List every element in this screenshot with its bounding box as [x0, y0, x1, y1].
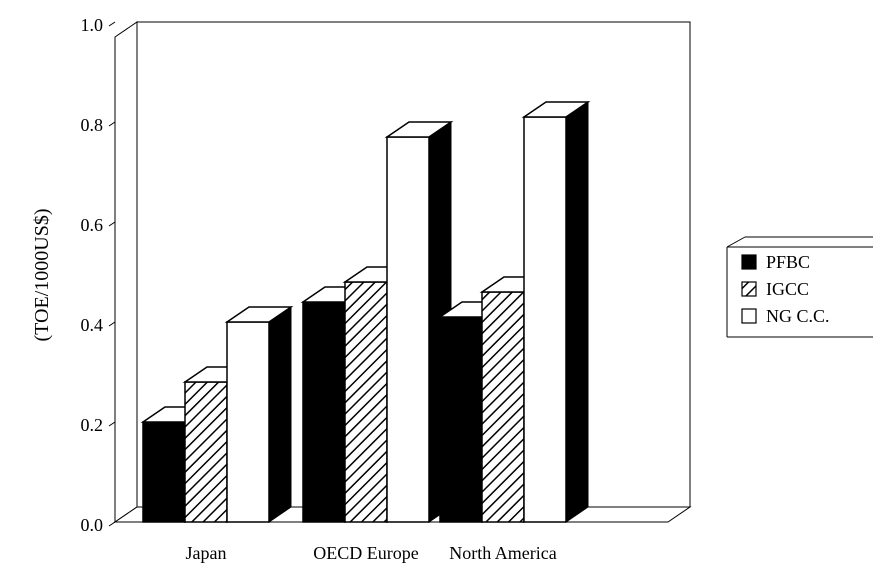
- bar-top: [521, 101, 591, 118]
- legend-edge: [726, 236, 746, 248]
- legend-label: IGCC: [766, 279, 809, 299]
- bar: [521, 101, 591, 523]
- bar-top: [384, 121, 454, 138]
- y-tick-label: 0.2: [81, 415, 104, 435]
- bar-group: [300, 121, 454, 523]
- bar-front: [523, 116, 567, 523]
- bar-side: [268, 306, 292, 523]
- legend-swatch: [741, 308, 757, 324]
- bar: [384, 121, 454, 523]
- y-tick: [108, 221, 116, 227]
- bar-front: [142, 421, 186, 523]
- y-axis: 0.0 0.2 0.4 0.6 0.8 1.0: [81, 15, 116, 535]
- y-tick-label: 0.0: [81, 515, 104, 535]
- bar-group: [140, 306, 294, 523]
- bar-front: [344, 281, 388, 523]
- bar-front: [184, 381, 228, 523]
- y-tick-label: 1.0: [81, 15, 104, 35]
- bar-front: [481, 291, 525, 523]
- y-tick-label: 0.8: [81, 115, 104, 135]
- x-axis: Japan OECD Europe North America: [186, 543, 557, 563]
- y-tick: [108, 21, 116, 27]
- legend: PFBC IGCC NG C.C.: [726, 236, 873, 338]
- bar-front: [386, 136, 430, 523]
- x-category-label: OECD Europe: [313, 543, 418, 563]
- legend-bg: [727, 237, 873, 337]
- left-wall: [114, 21, 138, 523]
- y-tick: [108, 421, 116, 427]
- legend-swatch: [741, 281, 757, 297]
- x-category-label: North America: [449, 543, 556, 563]
- bar-side: [565, 101, 589, 523]
- bar-group: [437, 101, 591, 523]
- bar-front: [302, 301, 346, 523]
- bar: [224, 306, 294, 523]
- legend-label: PFBC: [766, 252, 810, 272]
- y-tick: [108, 321, 116, 327]
- y-tick: [108, 121, 116, 127]
- bar-front: [439, 316, 483, 523]
- y-tick-label: 0.4: [81, 315, 104, 335]
- legend-label: NG C.C.: [766, 306, 830, 326]
- bar-top: [224, 306, 294, 323]
- legend-swatch: [741, 254, 757, 270]
- y-axis-title: (TOE/1000US$): [31, 209, 53, 342]
- bar-front: [226, 321, 270, 523]
- y-tick-label: 0.6: [81, 215, 104, 235]
- y-tick: [108, 521, 116, 527]
- x-category-label: Japan: [186, 543, 227, 563]
- bars-layer: [140, 101, 591, 523]
